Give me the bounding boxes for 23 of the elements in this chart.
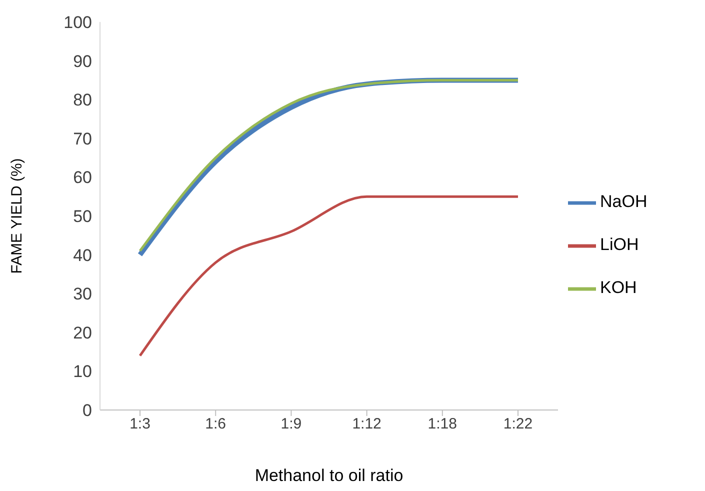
y-tick-label: 60 [73,168,92,188]
legend-label: NaOH [600,192,648,211]
y-tick-label: 20 [73,323,92,342]
legend-label: KOH [600,278,637,297]
x-tick-label: 1:18 [428,416,457,433]
y-tick-label: 100 [64,13,92,32]
y-tick-label: 80 [73,90,92,110]
x-tick-label: 1:22 [503,416,533,433]
y-tick-label: 90 [73,52,92,71]
x-tick-label: 1:9 [280,416,302,433]
y-tick-label: 50 [73,207,92,226]
x-tick-label: 1:12 [352,416,382,433]
x-tick-label: 1:3 [130,416,150,433]
x-axis-title: Methanol to oil ratio [254,466,404,485]
x-tick-label: 1:6 [205,416,226,433]
y-tick-label: 10 [73,362,92,382]
y-tick-label: 70 [73,129,92,148]
y-tick-label: 0 [82,401,92,420]
line-series [138,195,520,357]
y-tick-label: 30 [73,284,92,304]
y-tick-label: 40 [73,246,92,265]
y-axis-title: FAME YIELD (%) [8,158,26,274]
legend-label: LiOH [600,235,639,254]
